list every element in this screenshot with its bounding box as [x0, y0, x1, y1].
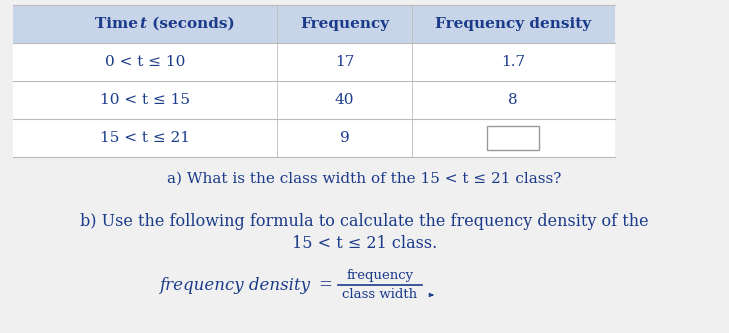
FancyBboxPatch shape	[12, 43, 615, 81]
Text: t: t	[139, 17, 147, 31]
FancyBboxPatch shape	[12, 119, 615, 157]
FancyBboxPatch shape	[12, 5, 615, 43]
Text: Frequency: Frequency	[300, 17, 389, 31]
Text: 10 < t ≤ 15: 10 < t ≤ 15	[100, 93, 190, 107]
Text: 8: 8	[508, 93, 518, 107]
FancyBboxPatch shape	[487, 126, 539, 150]
Text: 15 < t ≤ 21: 15 < t ≤ 21	[100, 131, 190, 145]
Text: Frequency density: Frequency density	[435, 17, 591, 31]
Text: frequency density: frequency density	[159, 276, 311, 293]
Text: =: =	[319, 276, 332, 293]
Text: 0 < t ≤ 10: 0 < t ≤ 10	[105, 55, 185, 69]
Text: b) Use the following formula to calculate the frequency density of the: b) Use the following formula to calculat…	[80, 212, 649, 229]
FancyBboxPatch shape	[12, 81, 615, 119]
Text: 40: 40	[335, 93, 354, 107]
Text: (seconds): (seconds)	[147, 17, 235, 31]
Text: a) What is the class width of the 15 < t ≤ 21 class?: a) What is the class width of the 15 < t…	[168, 172, 561, 186]
Text: Time: Time	[95, 17, 143, 31]
Text: class width: class width	[343, 288, 418, 301]
Text: 1.7: 1.7	[501, 55, 526, 69]
Text: frequency: frequency	[346, 268, 413, 281]
Text: 15 < t ≤ 21 class.: 15 < t ≤ 21 class.	[292, 234, 437, 251]
Text: 9: 9	[340, 131, 349, 145]
Text: 17: 17	[335, 55, 354, 69]
